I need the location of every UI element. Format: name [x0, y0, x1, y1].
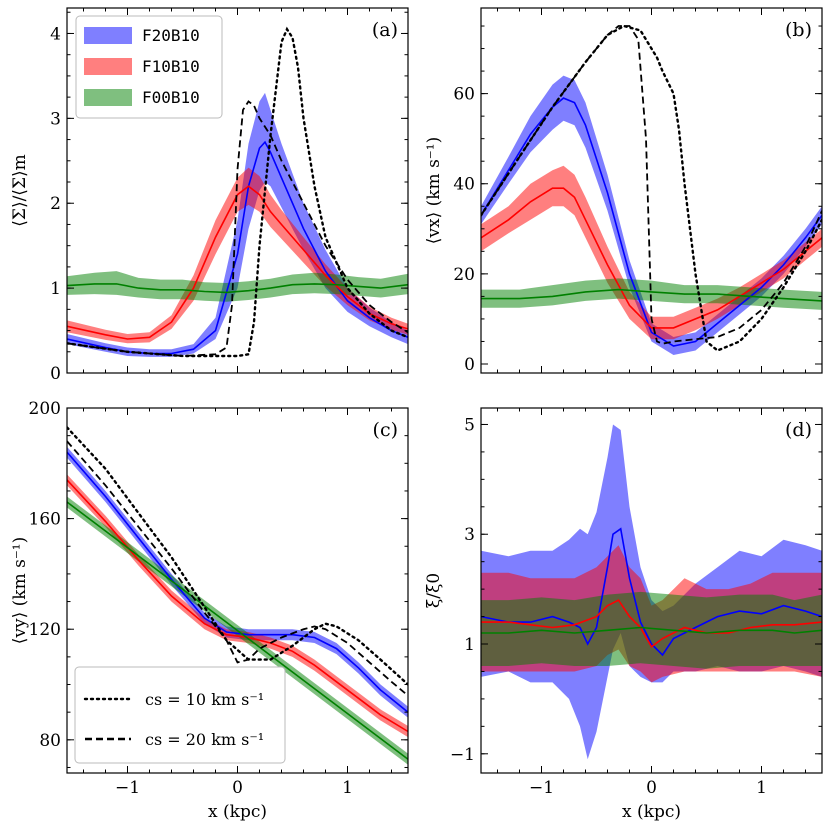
panel-label: (d) — [785, 419, 812, 441]
line-f10b10 — [481, 187, 822, 329]
panel-label: (c) — [373, 419, 398, 441]
dotted-line-cs10 — [67, 426, 408, 686]
y-tick-label: 1 — [464, 635, 475, 655]
line-f20b10 — [481, 527, 822, 657]
x-tick-label: −1 — [115, 778, 140, 798]
y-tick-label: 3 — [464, 525, 475, 545]
y-axis-label: ⟨Σ⟩/⟨Σ⟩m — [10, 154, 30, 226]
panel-a: 0 1 2 3 4 (a) ⟨Σ⟩/⟨Σ⟩m F20B10 F10B10 F00B10 — [10, 7, 409, 384]
y-tick-label: 160 — [29, 510, 61, 530]
y-tick-label: −1 — [450, 745, 475, 765]
y-tick-label: 0 — [464, 355, 475, 375]
y-tick-label: 120 — [29, 620, 61, 640]
line-f00b10 — [481, 288, 822, 302]
legend: cs = 10 km s⁻¹ cs = 20 km s⁻¹ — [74, 666, 286, 764]
y-axis-label: ξ/ξ0 — [424, 573, 444, 608]
band-f00b10 — [67, 271, 408, 302]
line-f10b10 — [67, 479, 408, 733]
y-tick-label: 40 — [453, 175, 475, 195]
y-tick-label: 0 — [50, 364, 61, 384]
band-f20b10 — [67, 92, 408, 357]
y-tick-label: 200 — [29, 399, 61, 419]
panel-label: (b) — [785, 19, 812, 41]
panel-c: −1 0 1 80 120 160 200 (c) ⟨vy⟩ (km s⁻¹) x (kpc) cs… — [10, 399, 409, 822]
legend-label: cs = 20 km s⁻¹ — [145, 730, 264, 749]
band-f10b10 — [67, 167, 408, 344]
x-tick-label: 1 — [756, 778, 767, 798]
legend-swatch — [84, 58, 132, 75]
y-axis-label: ⟨vy⟩ (km s⁻¹) — [10, 537, 30, 644]
legend-swatch — [84, 89, 132, 106]
legend-label: F10B10 — [142, 57, 200, 76]
legend: F20B10 F10B10 F00B10 — [75, 15, 223, 119]
x-tick-label: 1 — [342, 778, 353, 798]
x-tick-label: −1 — [529, 778, 554, 798]
legend-label: F20B10 — [142, 26, 200, 45]
y-tick-label: 20 — [453, 265, 475, 285]
line-f20b10 — [67, 451, 408, 713]
panel-b: 0 20 40 60 (b) ⟨vx⟩ (km s⁻¹) — [424, 7, 823, 375]
y-tick-label: 3 — [50, 109, 61, 129]
legend-label: F00B10 — [142, 88, 200, 107]
x-tick-label: 0 — [232, 778, 243, 798]
panel-d: −1 0 1 −1 1 3 5 (d) ξ/ξ0 x (kpc) — [424, 407, 823, 822]
dotted-line-cs10 — [481, 24, 822, 352]
panel-label: (a) — [372, 19, 398, 41]
dotted-line-cs10 — [67, 26, 408, 358]
y-tick-label: 2 — [50, 194, 61, 214]
y-tick-label: 4 — [50, 24, 61, 44]
x-axis-label: x (kpc) — [622, 802, 681, 822]
band-f20b10 — [481, 424, 822, 760]
band-f10b10 — [481, 165, 822, 340]
y-axis-label: ⟨vx⟩ (km s⁻¹) — [424, 137, 444, 244]
line-f00b10 — [67, 501, 408, 760]
y-tick-label: 1 — [50, 279, 61, 299]
y-tick-label: 80 — [39, 731, 61, 751]
line-f10b10 — [67, 185, 408, 340]
dashed-line-cs20 — [67, 100, 408, 357]
line-f00b10 — [481, 626, 822, 634]
legend-label: cs = 10 km s⁻¹ — [145, 690, 264, 709]
dashed-line-cs20 — [67, 440, 408, 697]
y-tick-label: 5 — [464, 415, 475, 435]
band-f00b10 — [481, 278, 822, 310]
x-tick-label: 0 — [646, 778, 657, 798]
x-axis-label: x (kpc) — [208, 802, 267, 822]
legend-swatch — [84, 27, 132, 44]
legend-box — [74, 666, 286, 764]
y-tick-label: 60 — [453, 85, 475, 105]
